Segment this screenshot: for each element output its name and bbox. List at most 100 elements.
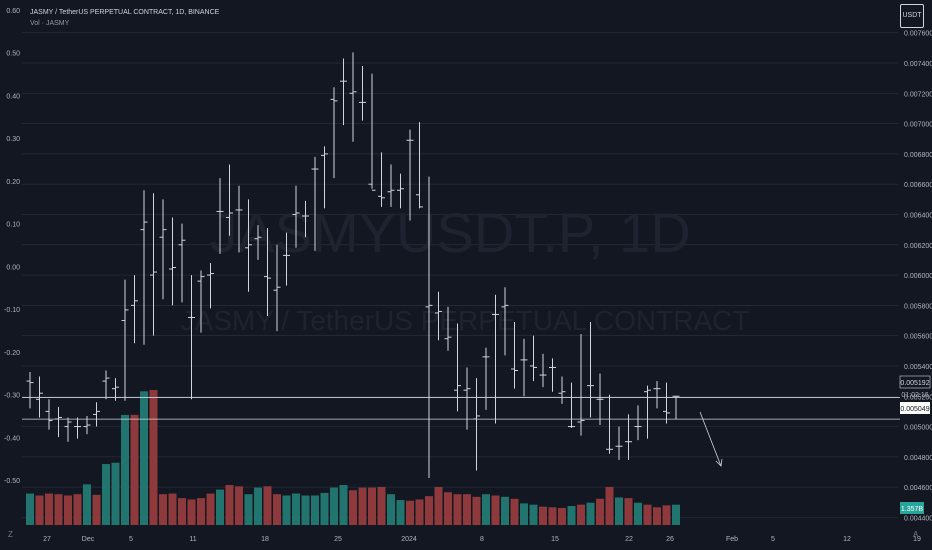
ohlc-bar (178, 223, 186, 303)
volume-bar (349, 490, 357, 525)
ohlc-bar (549, 358, 556, 392)
left-axis-tick: 0.30 (6, 136, 20, 143)
volume-bar (216, 489, 224, 525)
watermark: JASMYUSDT.P, 1D JASMY / TetherUS PERPETU… (181, 201, 750, 336)
volume-bar (73, 494, 82, 525)
right-axis-tick: 0.004600 (904, 485, 932, 492)
ohlc-bar (140, 190, 148, 345)
volume-bar (377, 486, 386, 525)
time-axis-label: Feb (726, 536, 738, 543)
volume-bar (577, 504, 585, 525)
ohlc-bar (378, 152, 385, 207)
volume-bar (520, 503, 528, 525)
volume-bar (187, 499, 196, 525)
volume-bar (339, 485, 348, 525)
volume-bar (596, 498, 604, 525)
time-axis-label: 18 (261, 536, 269, 543)
ohlc-bar (615, 426, 623, 460)
auto-scale-icon[interactable]: A (913, 530, 919, 539)
volume-bar (586, 502, 595, 525)
volume-bar (311, 495, 319, 525)
volume-bar (501, 496, 509, 525)
right-axis-tick: 0.006800 (904, 152, 932, 159)
right-axis-tick: 0.005400 (904, 364, 932, 371)
right-axis-tick: 0.007600 (904, 31, 932, 38)
time-axis-label: Dec (82, 536, 95, 543)
ohlc-bar (131, 275, 138, 344)
ohlc-bar (444, 306, 452, 351)
left-axis-tick: 0.50 (6, 51, 20, 58)
volume-bar (140, 391, 148, 525)
volume-bar (482, 494, 490, 525)
timezone-icon[interactable]: Z (8, 530, 13, 539)
ohlc-bar (207, 262, 214, 309)
volume-bar (330, 487, 338, 525)
volume-bar (206, 493, 215, 525)
right-axis-tick: 0.005800 (904, 303, 932, 310)
volume-bars (26, 390, 680, 525)
ohlc-bar (83, 415, 91, 435)
volume-bar (54, 494, 63, 525)
volume-legend[interactable]: Vol · JASMY (30, 20, 70, 27)
volume-bar (92, 494, 101, 525)
symbol-title[interactable]: JASMY / TetherUS PERPETUAL CONTRACT, 1D,… (30, 9, 220, 16)
volume-bar (453, 494, 462, 525)
volume-bar (121, 414, 129, 525)
volume-bar (444, 492, 452, 525)
upper-price-badge: 0.005192 (900, 380, 929, 387)
left-axis-tick: -0.10 (4, 307, 20, 314)
ohlc-bar (26, 372, 34, 409)
volume-bar (83, 484, 91, 525)
volume-bar (558, 507, 566, 525)
ohlc-bar (663, 382, 670, 424)
ohlc-bar (330, 87, 338, 179)
ohlc-bar (349, 52, 357, 142)
volume-bar (463, 494, 471, 525)
volume-bar (406, 500, 414, 525)
ohlc-bar (501, 287, 509, 356)
ohlc-bar (226, 164, 233, 236)
left-axis-tick: -0.30 (4, 393, 20, 400)
ohlc-bar (64, 417, 72, 442)
ohlc-bar (606, 394, 613, 454)
ohlc-bar (359, 66, 366, 121)
volume-bar (510, 498, 519, 525)
ohlc-bar (321, 146, 328, 209)
time-axis-label: 8 (480, 536, 484, 543)
currency-button[interactable]: USDT (900, 4, 924, 28)
volume-bar (567, 505, 576, 525)
countdown-badge: 01:02:16 (901, 392, 928, 399)
left-axis-tick: -0.20 (4, 350, 20, 357)
left-axis-tick: 0.00 (6, 264, 20, 271)
ohlc-bar (596, 373, 604, 426)
volume-bar (425, 496, 433, 525)
left-axis-tick: 0.10 (6, 222, 20, 229)
volume-bar (662, 505, 671, 525)
ohlc-bar (416, 122, 423, 209)
left-axis-tick: 0.60 (6, 8, 20, 15)
ohlc-bar (406, 129, 414, 221)
volume-bar (634, 502, 642, 525)
ohlc-bar (216, 178, 224, 254)
volume-bar (45, 493, 53, 525)
volume-bar (358, 487, 367, 525)
ohlc-bar (387, 164, 395, 207)
left-axis-tick: -0.50 (4, 478, 20, 485)
time-axis-label: 15 (551, 536, 559, 543)
ohlc-bar (121, 279, 129, 401)
time-axis-label: 22 (625, 536, 633, 543)
ohlc-bar (435, 291, 442, 341)
ohlc-bar (644, 385, 651, 439)
volume-bar (653, 507, 661, 525)
volume-bar (415, 499, 424, 525)
left-axis-tick: 0.40 (6, 93, 20, 100)
volume-bar (102, 464, 110, 525)
volume-bar (244, 494, 253, 525)
ohlc-bar (368, 73, 376, 191)
volume-bar (282, 495, 291, 525)
ohlc-bar (254, 225, 262, 260)
right-axis-tick: 0.007000 (904, 122, 932, 129)
ohlc-bar (102, 370, 110, 400)
ohlc-bar (197, 270, 205, 333)
